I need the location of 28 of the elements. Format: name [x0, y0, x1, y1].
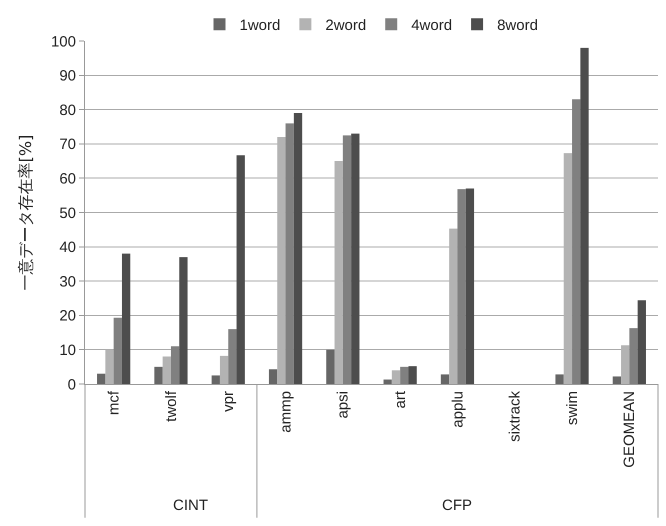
legend-label: 2word [325, 17, 366, 34]
y-tick-label: 30 [59, 273, 76, 290]
y-tick-label: 50 [59, 204, 76, 222]
text: CFP [442, 497, 472, 514]
y-tick-label: 90 [59, 68, 76, 85]
x-tick-label: ammp [277, 391, 294, 433]
x-tick-label: art [392, 390, 410, 409]
y-tick-label: 70 [59, 136, 76, 154]
x-tick-label: vpr [220, 391, 238, 412]
text: CINT [173, 497, 208, 514]
x-tick-label: mcf [106, 390, 123, 416]
x-tick-label: GEOMEAN [621, 391, 638, 468]
y-tick-label: 40 [59, 239, 76, 256]
y-axis-title: 一意データ存在率[%] [16, 134, 35, 290]
x-tick-label: sixtrack [506, 390, 524, 442]
x-tick-label: swim [564, 391, 581, 426]
y-tick-label: 0 [68, 376, 76, 394]
x-tick-label: applu [449, 391, 466, 428]
y-tick-label: 20 [59, 308, 76, 325]
legend-label: 8word [497, 17, 538, 34]
y-tick-label: 60 [59, 170, 76, 188]
y-tick-label: 80 [59, 102, 76, 119]
legend-label: 1word [240, 17, 280, 34]
y-tick-label: 10 [59, 342, 76, 359]
legend-label: 4word [411, 17, 452, 34]
x-tick-label: apsi [334, 391, 352, 419]
x-tick-label: twolf [162, 390, 180, 422]
y-tick-label: 100 [50, 33, 76, 50]
